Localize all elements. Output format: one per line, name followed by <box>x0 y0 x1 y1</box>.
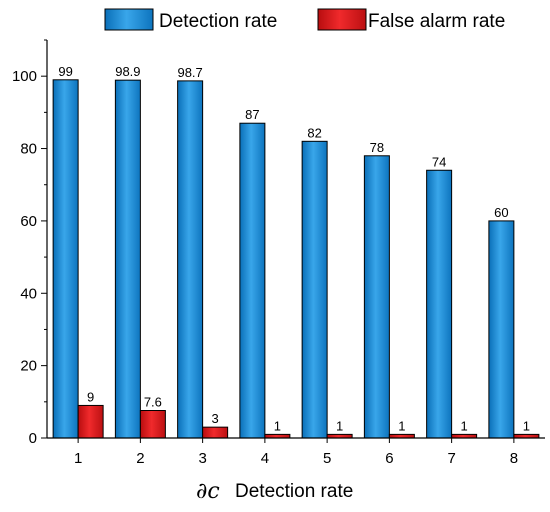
x-axis-label: ∂c Detection rate <box>196 479 353 504</box>
x-tick-label-5: 5 <box>323 450 331 467</box>
y-tick-label-100: 100 <box>12 68 37 85</box>
y-tick-label-80: 80 <box>20 141 37 158</box>
data-label-detection-8: 60 <box>494 205 508 220</box>
legend: Detection rate False alarm rate <box>104 8 505 32</box>
bar-false-alarm-1 <box>77 404 104 439</box>
data-label-false-alarm-5: 1 <box>336 418 343 433</box>
x-tick-label-6: 6 <box>385 450 393 467</box>
bar-detection-5 <box>301 140 328 439</box>
x-tick-label-7: 7 <box>447 450 455 467</box>
legend-label-detection: Detection rate <box>159 11 277 32</box>
y-tick-label-0: 0 <box>29 430 37 447</box>
bar-false-alarm-3 <box>202 426 229 439</box>
y-tick-label-60: 60 <box>20 213 37 230</box>
bar-detection-6 <box>363 155 390 439</box>
bar-detection-2 <box>114 79 141 439</box>
x-tick-label-4: 4 <box>261 450 269 467</box>
legend-label-false-alarm: False alarm rate <box>368 11 505 32</box>
bar-detection-8 <box>488 220 515 439</box>
x-axis-label-text: Detection rate <box>235 481 353 502</box>
data-label-false-alarm-3: 3 <box>212 411 219 426</box>
data-label-detection-5: 82 <box>307 125 321 140</box>
data-label-false-alarm-6: 1 <box>398 418 405 433</box>
x-tick-label-8: 8 <box>510 450 518 467</box>
data-label-false-alarm-7: 1 <box>461 418 468 433</box>
data-label-detection-7: 74 <box>432 154 446 169</box>
bar-detection-1 <box>52 79 79 439</box>
bar-detection-7 <box>426 169 453 439</box>
data-label-false-alarm-8: 1 <box>523 418 530 433</box>
legend-swatch-detection <box>104 8 154 31</box>
data-label-detection-1: 99 <box>58 64 72 79</box>
bar-false-alarm-2 <box>139 410 166 439</box>
data-label-detection-2: 98.9 <box>115 64 140 79</box>
x-tick-label-1: 1 <box>74 450 82 467</box>
data-label-detection-3: 98.7 <box>177 65 202 80</box>
x-tick-label-2: 2 <box>136 450 144 467</box>
data-label-detection-6: 78 <box>370 140 384 155</box>
x-tick-label-3: 3 <box>198 450 206 467</box>
data-label-false-alarm-1: 9 <box>87 389 94 404</box>
bar-detection-4 <box>239 122 266 439</box>
legend-swatch-false-alarm <box>317 8 367 31</box>
y-tick-label-20: 20 <box>20 358 37 375</box>
data-label-false-alarm-4: 1 <box>274 418 281 433</box>
bar-detection-3 <box>177 80 204 439</box>
y-tick-label-40: 40 <box>20 285 37 302</box>
data-label-detection-4: 87 <box>245 107 259 122</box>
x-axis-label-symbol: ∂c <box>196 479 220 504</box>
data-label-false-alarm-2: 7.6 <box>144 395 162 410</box>
